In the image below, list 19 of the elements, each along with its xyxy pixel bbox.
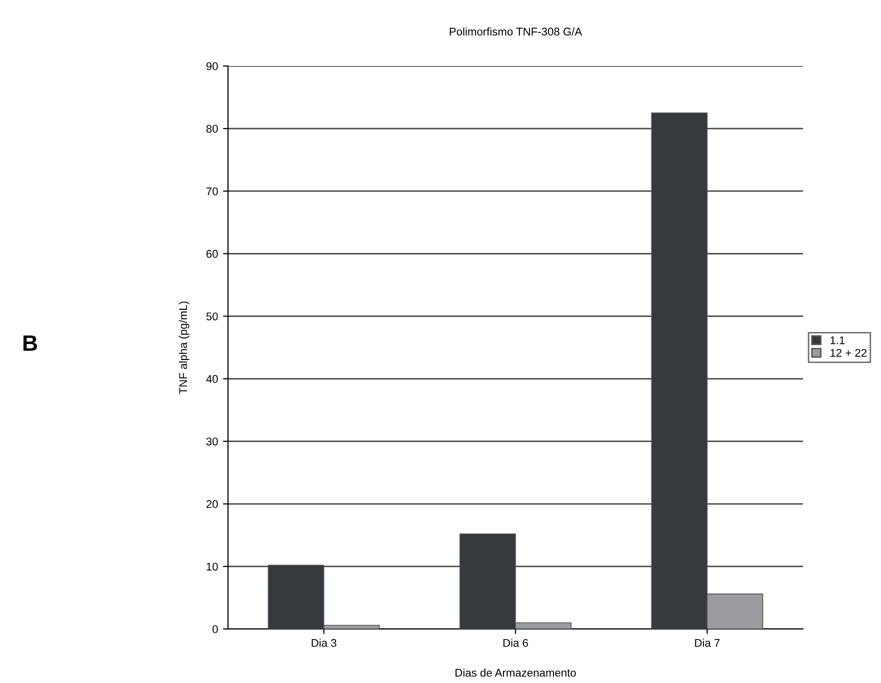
- x-tick-label: Dia 7: [695, 638, 720, 647]
- y-tick-label: 30: [206, 438, 218, 446]
- y-axis-title: TNF alpha (pg/mL): [178, 302, 190, 394]
- legend-label: 1.1: [830, 336, 845, 344]
- x-axis-title: Dias de Armazenamento: [456, 668, 576, 677]
- y-tick-label: 80: [206, 124, 218, 133]
- y-tick-label: 70: [206, 187, 218, 196]
- text: B: [23, 335, 38, 351]
- y-tick-label: 60: [206, 250, 218, 258]
- y-tick-label: 20: [206, 500, 218, 508]
- x-tick-label: Dia 6: [503, 638, 528, 647]
- y-tick-label: 90: [206, 62, 218, 70]
- x-tick-label: Dia 3: [312, 638, 336, 647]
- y-tick-label: 40: [206, 375, 218, 383]
- legend-label: 12 + 22: [830, 348, 866, 357]
- chart-title: Polimorfismo TNF-308 G/A: [450, 27, 582, 36]
- y-tick-label: 50: [206, 312, 218, 320]
- y-tick-label: 10: [206, 562, 218, 571]
- y-tick-label: 0: [212, 625, 218, 634]
